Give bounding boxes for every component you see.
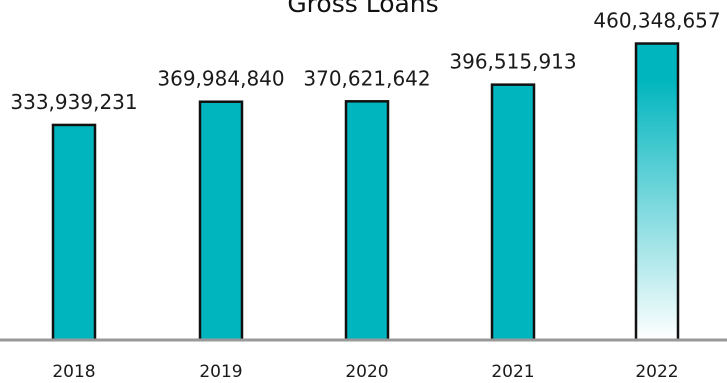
value-label-2019: 369,984,840 — [157, 67, 284, 91]
value-label-2020: 370,621,642 — [303, 66, 430, 90]
chart-title: Gross Loans — [287, 0, 438, 18]
x-tick-label-2021: 2021 — [491, 362, 534, 382]
x-tick-label-2022: 2022 — [635, 362, 678, 382]
bar-2022 — [634, 42, 680, 342]
bar-2021 — [490, 83, 536, 342]
x-tick-label-2018: 2018 — [52, 362, 95, 382]
value-label-2021: 396,515,913 — [449, 50, 576, 74]
x-tick-labels-group: 2018 2019 2020 2021 2022 — [52, 362, 678, 382]
bar-2019 — [198, 100, 244, 342]
value-label-2018: 333,939,231 — [10, 90, 137, 114]
x-tick-label-2019: 2019 — [199, 362, 242, 382]
bars-group — [51, 42, 680, 342]
value-label-2022: 460,348,657 — [593, 9, 720, 33]
bar-2018 — [51, 123, 97, 342]
bar-2020 — [344, 100, 390, 342]
x-tick-label-2020: 2020 — [345, 362, 388, 382]
value-labels-group: 333,939,231 369,984,840 370,621,642 396,515… — [10, 9, 720, 114]
